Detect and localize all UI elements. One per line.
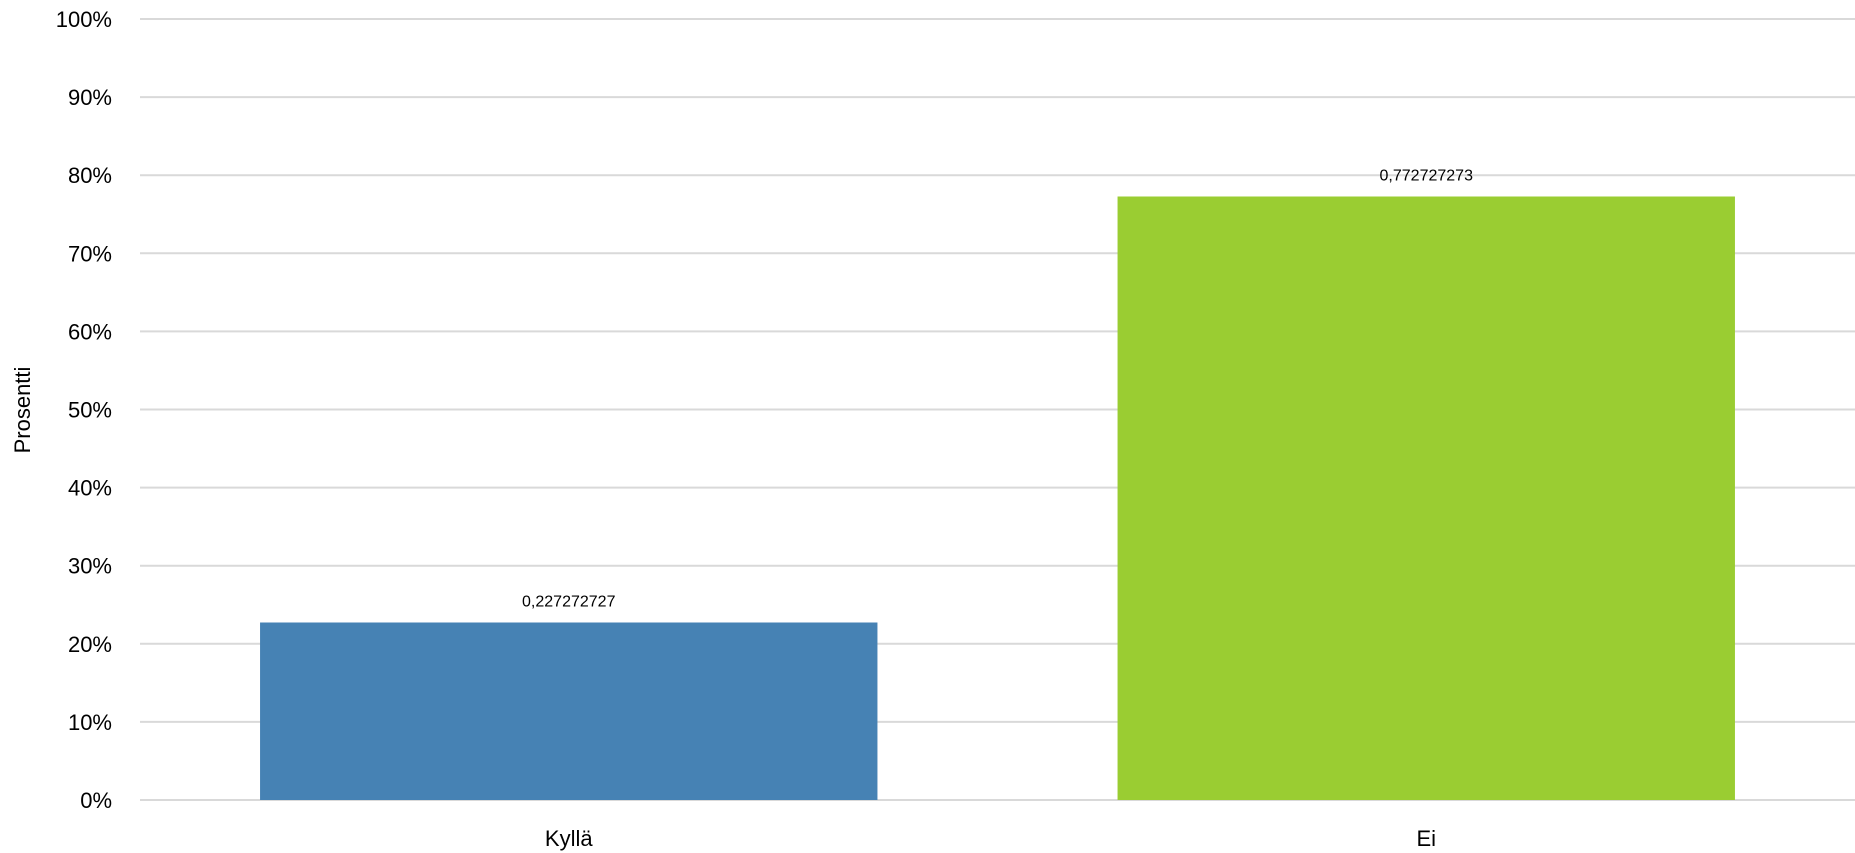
y-tick-label: 80%: [68, 163, 112, 188]
data-label: 0,772727273: [1380, 168, 1474, 185]
bar-0: [260, 622, 878, 800]
y-tick-label: 0%: [80, 788, 112, 813]
y-tick-label: 10%: [68, 710, 112, 735]
bar-1: [1117, 196, 1735, 800]
y-tick-label: 100%: [56, 7, 112, 32]
bars: [260, 196, 1735, 800]
y-tick-label: 70%: [68, 241, 112, 266]
data-label: 0,227272727: [522, 594, 616, 611]
y-tick-label: 30%: [68, 554, 112, 579]
y-tick-label: 90%: [68, 85, 112, 110]
x-tick-label: Kyllä: [545, 826, 593, 851]
y-tick-label: 40%: [68, 476, 112, 501]
y-axis-title: Prosentti: [10, 367, 35, 454]
y-tick-label: 50%: [68, 398, 112, 423]
x-tick-label: Ei: [1416, 826, 1436, 851]
labels: 0% 10% 20% 30% 40% 50% 60% 70% 80% 90% 100% 0,22727…: [56, 7, 1473, 851]
y-tick-label: 20%: [68, 632, 112, 657]
y-tick-label: 60%: [68, 319, 112, 344]
